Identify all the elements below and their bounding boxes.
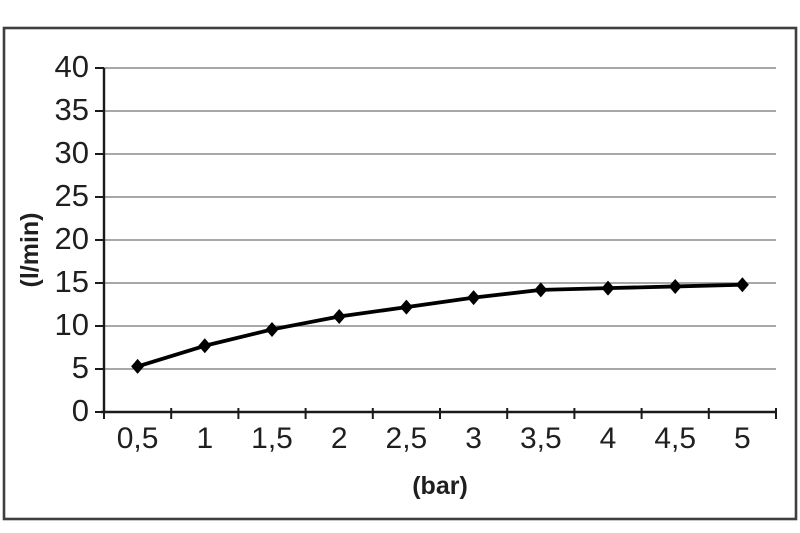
- x-tick-label: 2: [331, 422, 348, 455]
- y-tick-labels: 0 5 10 15 20 25 30 35 40: [55, 49, 89, 428]
- y-tick-label: 25: [55, 178, 89, 213]
- data-point-marker: [601, 280, 615, 296]
- x-tick-label: 5: [734, 422, 751, 455]
- outer-border: [2, 26, 798, 521]
- data-point-marker: [131, 358, 145, 374]
- data-point-marker: [265, 321, 279, 337]
- data-point-marker: [399, 299, 413, 315]
- gridlines: [104, 67, 776, 370]
- data-point-marker: [668, 278, 682, 294]
- x-tick-label: 2,5: [386, 422, 428, 455]
- x-tick-label: 4: [600, 422, 617, 455]
- x-tick-label: 1: [196, 422, 213, 455]
- x-tick-label: 3: [465, 422, 482, 455]
- x-tick-label: 3,5: [520, 422, 562, 455]
- series-flow-rate: [131, 277, 749, 374]
- tick-marks: [95, 67, 777, 419]
- x-tick-label: 0,5: [117, 422, 159, 455]
- y-tick-label: 15: [55, 264, 89, 299]
- y-tick-label: 0: [72, 393, 89, 428]
- y-tick-label: 30: [55, 135, 89, 170]
- x-tick-label: 1,5: [251, 422, 293, 455]
- chart-frame: [2, 26, 798, 521]
- data-point-marker: [467, 290, 481, 306]
- x-tick-labels: 0,5 1 1,5 2 2,5 3 3,5 4 4,5 5: [117, 422, 751, 455]
- data-point-marker: [534, 282, 548, 298]
- y-tick-label: 5: [72, 350, 89, 385]
- y-axis-title: (l/min): [16, 213, 44, 288]
- data-point-marker: [332, 309, 346, 325]
- y-tick-label: 35: [55, 92, 89, 127]
- x-tick-label: 4,5: [654, 422, 696, 455]
- series-line: [137, 282, 743, 369]
- data-point-marker: [198, 338, 212, 354]
- y-tick-label: 10: [55, 307, 89, 342]
- x-axis-title: (bar): [412, 472, 468, 500]
- y-tick-label: 40: [55, 49, 89, 84]
- data-point-marker: [735, 277, 749, 293]
- y-tick-label: 20: [55, 221, 89, 256]
